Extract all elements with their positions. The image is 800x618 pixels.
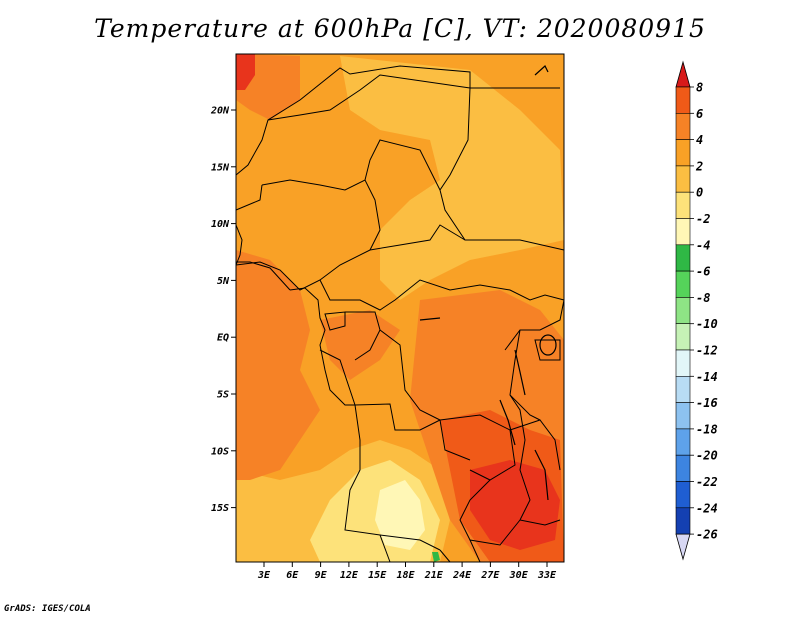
lon-label: 30E — [509, 570, 529, 581]
map-frame — [235, 53, 565, 563]
colorbar-swatch — [675, 218, 691, 246]
colorbar-swatch — [675, 507, 691, 535]
colorbar-swatch — [675, 349, 691, 377]
map-title: Temperature at 600hPa [C], VT: 202008091… — [94, 14, 706, 43]
colorbar-label: -2 — [696, 212, 710, 226]
colorbar-swatch — [675, 270, 691, 298]
lat-label: 10N — [211, 219, 230, 230]
colorbar-label: 8 — [696, 81, 703, 95]
colorbar-label: 6 — [696, 107, 703, 121]
colorbar-label: 4 — [696, 133, 703, 147]
colorbar-swatch — [675, 481, 691, 509]
colorbar-label: -26 — [696, 528, 718, 542]
colorbar-swatch — [675, 139, 691, 167]
field-region-warm-west — [236, 250, 320, 480]
colorbar-label: -6 — [696, 265, 710, 279]
colorbar-swatch — [675, 113, 691, 140]
colorbar-label: -16 — [696, 396, 718, 410]
lat-label: 15N — [211, 162, 230, 173]
lat-label: 10S — [211, 446, 229, 457]
lon-label: 9E — [315, 570, 328, 581]
colorbar-label: -8 — [696, 291, 710, 305]
colorbar-label: 2 — [695, 159, 703, 173]
colorbar-label: -22 — [696, 475, 718, 489]
lon-label: 18E — [396, 570, 415, 581]
lat-label: 5S — [217, 390, 229, 401]
colorbar-label: -20 — [696, 449, 718, 463]
colorbar-swatch — [675, 244, 691, 272]
lon-label: 24E — [452, 570, 472, 581]
lat-label: EQ — [217, 333, 229, 344]
colorbar-label: -10 — [696, 317, 718, 331]
colorbar-swatch — [675, 191, 691, 219]
colorbar-swatch — [675, 375, 691, 403]
colorbar-label: 0 — [696, 186, 703, 200]
lat-label: 5N — [217, 276, 230, 287]
colorbar-label: -24 — [696, 501, 718, 515]
field-region-green-south — [432, 552, 440, 562]
colorbar-swatch — [675, 428, 691, 456]
lakes — [419, 65, 557, 501]
colorbar-swatch — [675, 86, 691, 114]
lon-label: 21E — [424, 570, 444, 581]
longitude-axis: 3E 6E 9E 12E 15E 18E 21E 24E 27E 30E 33E — [257, 562, 557, 581]
field-region-mild-north — [340, 56, 564, 300]
coastline — [235, 224, 355, 406]
lon-label: 12E — [340, 570, 359, 581]
colorbar: 8 6 4 2 0 -2 -4 -6 -8 -10 -12 -14 -16 -18 -20 -22 -24 -26 — [675, 60, 718, 561]
colorbar-swatch — [675, 402, 691, 430]
colorbar-label: -14 — [696, 370, 718, 384]
lon-label: 6E — [286, 570, 299, 581]
lon-label: 33E — [537, 570, 557, 581]
colorbar-top-arrow — [675, 60, 691, 88]
country-borders — [235, 65, 565, 563]
latitude-axis: 20N 15N 10N 5N EQ 5S 10S 15S — [210, 106, 236, 514]
lat-label: 20N — [210, 106, 230, 117]
field-region-hot-northwest — [236, 54, 255, 90]
colorbar-label: -12 — [696, 344, 718, 358]
colorbar-swatch — [675, 297, 691, 324]
lon-label: 3E — [257, 570, 271, 581]
temperature-field — [236, 54, 564, 562]
colorbar-bottom-arrow — [675, 533, 691, 561]
colorbar-label: -4 — [696, 238, 710, 252]
colorbar-swatch — [675, 323, 691, 351]
map-panel — [235, 53, 565, 563]
colorbar-swatch — [675, 454, 691, 482]
field-region-cool-south — [375, 480, 425, 550]
colorbar-label: -18 — [696, 422, 718, 436]
lon-label: 27E — [480, 570, 500, 581]
lon-label: 15E — [368, 570, 387, 581]
lat-label: 15S — [211, 503, 229, 514]
grads-credit: GrADS: IGES/COLA — [4, 604, 91, 614]
field-region-hottest-southeast — [470, 460, 560, 550]
colorbar-swatch — [675, 165, 691, 193]
